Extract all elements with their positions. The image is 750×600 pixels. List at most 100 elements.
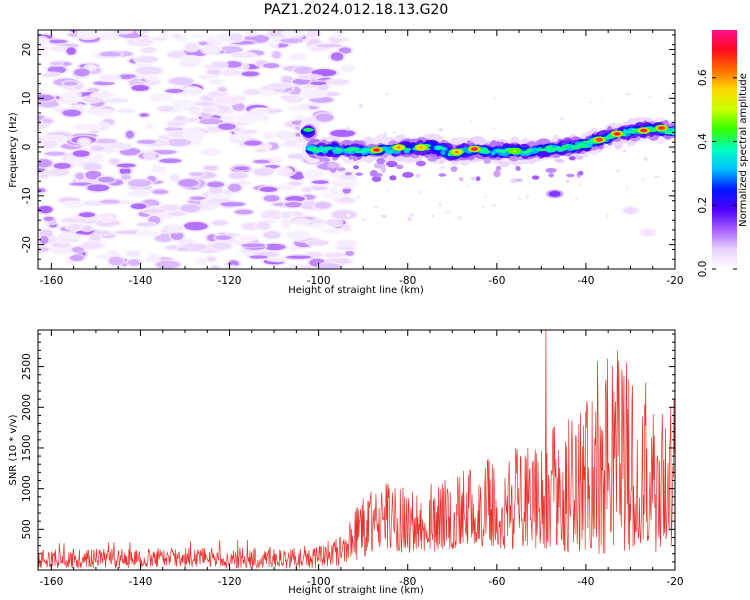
figure-title: PAZ1.2024.012.18.13.G20 (264, 2, 449, 18)
noise-blob-core (58, 238, 80, 243)
noise-blob-core (137, 139, 157, 144)
noise-blob-core (316, 43, 342, 48)
noise-blob-core (298, 75, 321, 79)
noise-blob-core (294, 219, 309, 225)
y-tick-label: 500 (21, 519, 33, 539)
ridge-spill (450, 166, 458, 172)
ridge-blob (309, 148, 317, 152)
noise-blob-core (244, 140, 262, 146)
colorbar-tick-label: 0.0 (697, 261, 709, 278)
noise-blob-core (255, 148, 267, 153)
ridge-spill (386, 160, 398, 168)
y-tick-label: 10 (21, 92, 33, 105)
ridge-spill (371, 176, 382, 182)
noise-blob-core (281, 219, 291, 228)
noise-blob-core (180, 87, 201, 95)
noise-blob-core (66, 47, 76, 55)
noise-blob-core (211, 265, 220, 269)
noise-blob-core (78, 212, 96, 218)
x-tick-label: -100 (307, 275, 331, 287)
noise-blob-core (165, 88, 184, 93)
speckle (575, 197, 578, 201)
noise-blob-core (150, 94, 173, 101)
speckle (490, 127, 497, 130)
noise-blob-core (87, 184, 110, 192)
ridge-spill (427, 157, 437, 162)
noise-blob-core (312, 219, 325, 223)
speckle (578, 183, 582, 187)
ridge-spill (565, 173, 575, 178)
noise-blob-core (259, 186, 278, 192)
noise-blob-core (263, 195, 280, 202)
noise-blob-core (232, 102, 245, 111)
noise-blob-core (260, 210, 286, 220)
noise-blob-core (138, 230, 160, 236)
noise-blob-core (296, 114, 306, 120)
noise-blob-core (277, 167, 290, 174)
noise-blob-core (315, 113, 334, 122)
noise-blob-core (284, 201, 302, 208)
noise-blob-core (222, 115, 237, 121)
noise-blob-core (141, 47, 156, 53)
y-tick-label: 2000 (21, 394, 33, 421)
x-tick-label: -20 (666, 275, 683, 287)
ridge-blob (560, 147, 567, 151)
noise-blob-core (263, 63, 280, 69)
ridge-blob (495, 149, 501, 153)
noise-blob-core (39, 236, 49, 245)
noise-blob-core (42, 118, 53, 124)
noise-blob-core (98, 176, 115, 183)
noise-blob-core (75, 172, 85, 180)
noise-blob-core (72, 150, 90, 157)
noise-blob-core (180, 56, 201, 65)
noise-blob-core (194, 101, 215, 106)
noise-blob-core (152, 165, 167, 174)
noise-blob-core (173, 99, 191, 106)
noise-blob-core (155, 233, 173, 242)
noise-blob-core (99, 51, 122, 57)
noise-blob-core (207, 181, 225, 188)
ridge-spill (493, 170, 501, 178)
noise-blob-core (135, 56, 158, 63)
noise-blob-core (289, 265, 300, 269)
noise-blob-core (50, 61, 62, 66)
ridge-spill (545, 167, 557, 173)
noise-blob-core (337, 246, 355, 250)
ridge-blob (577, 143, 586, 147)
noise-blob-core (189, 172, 204, 176)
spectrogram-x-label: Height of straight line (km) (288, 285, 424, 296)
noise-blob-core (204, 165, 218, 171)
noise-blob-core (302, 187, 312, 192)
noise-blob-core (202, 107, 217, 113)
noise-blob-core (241, 71, 260, 77)
ridge-blob (335, 147, 341, 151)
ridge-blob (556, 146, 562, 149)
noise-blob-core (281, 211, 292, 219)
y-tick-label: 20 (21, 43, 33, 56)
ridge-spill (415, 160, 426, 167)
noise-blob-core (285, 196, 305, 202)
signal-peak-core (374, 148, 379, 151)
noise-blob-core (272, 51, 281, 59)
ridge-blob (355, 150, 364, 154)
noise-blob-core (193, 34, 206, 38)
noise-blob-core (105, 266, 126, 269)
speckle (654, 175, 660, 178)
colorbar-gradient (712, 30, 737, 269)
y-tick-label: 1500 (21, 435, 33, 462)
ridge-blob (547, 147, 554, 150)
speckle (615, 168, 621, 173)
noise-blob-core (169, 225, 184, 232)
noise-blob-core (43, 216, 54, 221)
noise-blob-core (63, 202, 84, 209)
noise-blob-core (38, 188, 46, 193)
noise-blob-core (209, 79, 224, 85)
noise-blob-core (234, 166, 250, 171)
ridge-blob (499, 149, 508, 154)
snr-x-label: Height of straight line (km) (288, 585, 424, 596)
noise-blob-core (306, 30, 321, 37)
noise-blob-core (294, 66, 314, 75)
noise-blob-core (93, 153, 103, 161)
noise-blob-core (95, 230, 111, 235)
speckle (356, 195, 360, 199)
